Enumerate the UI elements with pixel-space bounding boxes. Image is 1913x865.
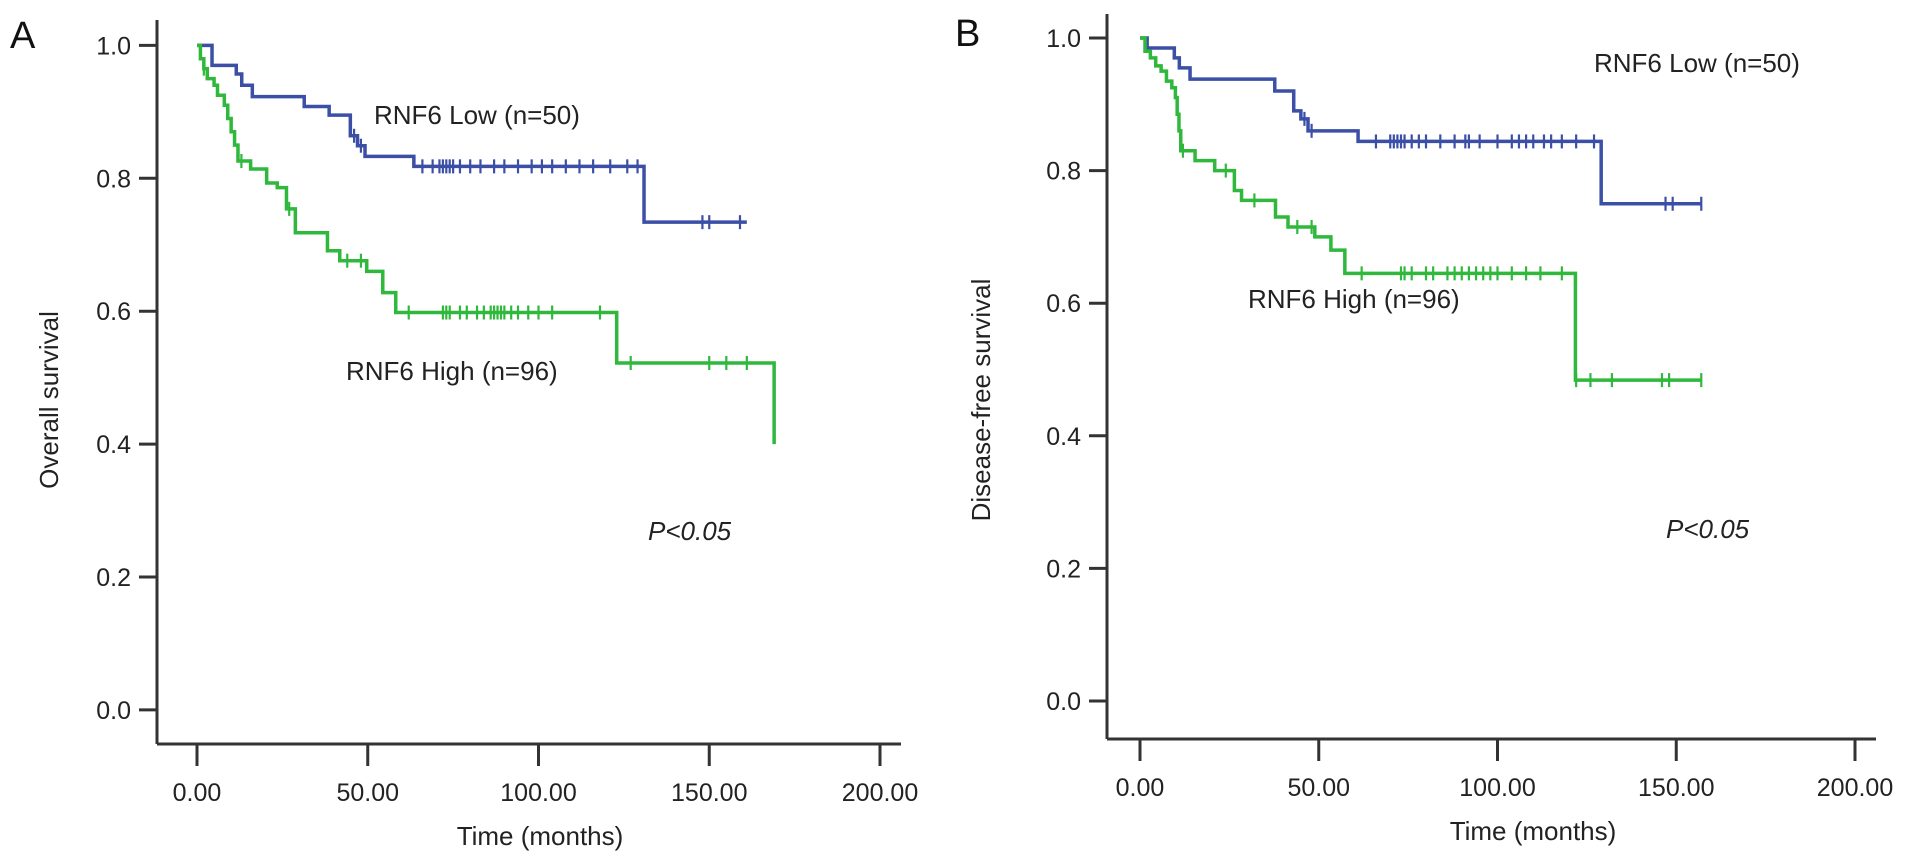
panel-a-overall-survival: A Overall survival Time (months) RNF6 Lo…	[10, 15, 918, 851]
x-tick-label: 200.00	[842, 779, 918, 807]
x-tick-label: 100.00	[500, 779, 576, 807]
p-value-annotation: P<0.05	[1666, 514, 1750, 544]
p-value-annotation: P<0.05	[648, 516, 732, 546]
survival-curve-low	[197, 43, 747, 224]
y-axis-title: Overall survival	[34, 311, 64, 489]
x-tick-label: 50.00	[1287, 774, 1350, 802]
x-tick-label: 200.00	[1817, 774, 1893, 802]
panel-b-disease-free-survival: B Disease-free survival Time (months) RN…	[955, 13, 1893, 846]
panel-label-b: B	[955, 13, 980, 55]
legend-label-high: RNF6 High (n=96)	[346, 356, 558, 386]
y-tick-label: 0.6	[96, 298, 131, 326]
x-tick-label: 0.00	[173, 779, 222, 807]
x-tick-label: 50.00	[336, 779, 399, 807]
y-tick-label: 0.8	[96, 165, 131, 193]
x-tick-label: 150.00	[671, 779, 747, 807]
x-axis-title: Time (months)	[1450, 816, 1617, 846]
survival-curve-high	[197, 43, 776, 445]
y-tick-label: 1.0	[96, 32, 131, 60]
x-tick-label: 0.00	[1116, 774, 1165, 802]
y-tick-label: 0.2	[1046, 555, 1081, 583]
x-tick-label: 100.00	[1459, 774, 1535, 802]
y-tick-label: 0.8	[1046, 158, 1081, 186]
survival-curve-low	[1140, 36, 1702, 206]
y-tick-label: 0.4	[96, 431, 131, 459]
y-tick-label: 0.4	[1046, 423, 1081, 451]
y-tick-label: 0.6	[1046, 290, 1081, 318]
y-tick-label: 0.2	[96, 564, 131, 592]
y-tick-label: 0.0	[1046, 688, 1081, 716]
survival-curve-high	[1140, 36, 1702, 382]
legend-label-low: RNF6 Low (n=50)	[374, 100, 580, 130]
x-axis-title: Time (months)	[457, 821, 624, 851]
y-tick-label: 1.0	[1046, 25, 1081, 53]
x-tick-label: 150.00	[1638, 774, 1714, 802]
y-axis-title: Disease-free survival	[966, 279, 996, 522]
panel-label-a: A	[10, 15, 36, 57]
legend-label-low: RNF6 Low (n=50)	[1594, 48, 1800, 78]
legend-label-high: RNF6 High (n=96)	[1248, 284, 1460, 314]
y-tick-label: 0.0	[96, 697, 131, 725]
